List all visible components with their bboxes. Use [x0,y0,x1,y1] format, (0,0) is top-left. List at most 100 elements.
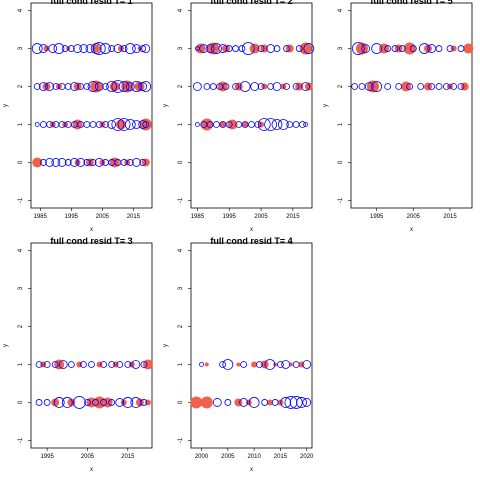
data-point-open [219,361,226,368]
data-point-open [406,83,414,90]
y-tick-label: 1 [18,122,24,126]
data-point-open [301,82,311,91]
data-point-open [89,121,97,128]
data-point-open [272,82,282,91]
data-point-open [218,44,228,53]
data-point-open [240,361,248,368]
data-point-open [211,43,222,54]
data-point-open [84,399,91,406]
data-point-open [125,82,135,91]
chart-panel-2: full cond resid T= 2 1985 1995 2005 2015 -1 0 1… [163,0,315,233]
y-tick-label: 0 [338,160,344,164]
data-point-open [79,44,89,53]
y-axis-label: y [3,344,9,347]
y-tick-label: 0 [18,160,24,164]
x-axis-label: x [90,467,93,473]
data-point-open [277,119,289,130]
data-point-filled [394,44,403,53]
data-point-open [100,43,111,54]
data-point-open [450,83,458,90]
data-point-open [395,83,403,90]
data-point-open [266,44,276,53]
data-point-open [205,44,215,53]
y-tick-label: 3 [18,46,24,50]
data-point-open [53,43,65,54]
data-point-filled [134,81,145,92]
x-tick-label: 2005 [96,214,110,220]
data-point-open [87,81,99,92]
y-tick-label: 0 [178,400,184,404]
x-tick-label: 2005 [221,454,235,460]
data-point-open [302,360,312,369]
data-point-open [264,359,276,370]
data-point-open [239,81,251,92]
data-point-filled [251,361,258,368]
data-point-open [417,83,425,90]
chart-title: full cond resid T= 3 [50,236,132,246]
x-tick-label: 1995 [65,214,79,220]
data-point-open [261,399,269,406]
data-point-open [138,120,148,129]
data-point-open [254,121,262,128]
data-point-open [83,121,91,128]
data-point-open [51,361,59,368]
data-point-open [124,43,136,54]
chart-title: full cond resid T= 1 [50,0,132,6]
data-point-open [58,360,68,369]
y-tick-label: 3 [178,46,184,50]
data-point-filled [51,398,60,407]
data-point-open [222,359,234,370]
data-point-open [35,361,43,368]
data-point-open [111,80,125,93]
data-point-open [40,121,47,128]
chart-title: full cond resid T= 2 [210,0,292,6]
chart-title: full cond resid T= 4 [210,236,292,246]
x-tick-label: 1995 [40,454,54,460]
data-point-open [70,82,79,91]
data-point-filled [266,399,273,406]
data-point-open [88,361,95,368]
data-point-open [83,83,91,90]
x-axis-label: x [90,227,93,233]
data-point-open [73,396,86,409]
data-point-filled [401,81,411,92]
data-point-open [102,121,109,128]
chart-panel-3: full cond resid T= 5 1995 2005 2015 -1 0 1 2 3 4 x… [323,0,474,233]
data-point-open [139,159,147,166]
x-tick-label: 1985 [34,214,48,220]
data-point-open [364,82,374,91]
data-point-open [250,82,260,91]
data-point-open [284,396,298,409]
data-point-open [292,361,300,368]
data-point-open [194,122,200,127]
data-point-open [292,83,300,90]
data-point-filled [32,157,43,168]
data-point-filled [299,42,312,55]
data-point-open [232,45,239,52]
y-tick-label: 3 [178,286,184,290]
data-point-open [67,361,75,368]
data-point-filled [424,82,432,91]
data-point-open [53,397,65,408]
y-tick-label: 2 [178,324,184,328]
data-point-open [64,159,72,166]
data-point-open [384,83,392,90]
data-point-open [140,81,152,92]
data-point-open [192,82,202,91]
data-point-open [108,45,116,52]
data-point-open [132,120,141,129]
data-point-open [209,83,217,90]
x-tick-label: 1995 [370,214,384,220]
y-tick-label: 0 [18,400,24,404]
x-tick-label: 1995 [223,214,237,220]
data-point-open [241,42,255,55]
data-point-open [225,121,233,128]
y-tick-label: 4 [178,8,184,12]
data-point-open [102,83,109,90]
y-tick-label: 1 [338,122,344,126]
data-point-open [131,360,141,369]
data-point-filled [204,362,209,367]
data-point-open [361,44,371,53]
data-point-open [45,82,55,91]
data-point-open [232,83,239,90]
